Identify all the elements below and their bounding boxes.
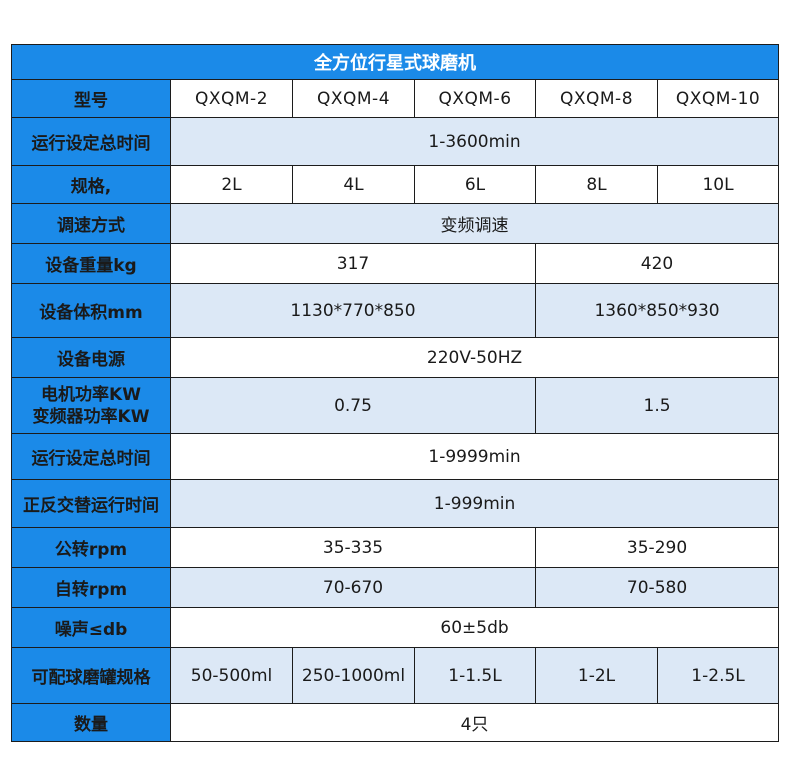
label-quantity: 数量 bbox=[11, 703, 171, 742]
value-speed-mode: 变频调速 bbox=[169, 203, 780, 244]
spec-table: 全方位行星式球磨机 型号 QXQM-2 QXQM-4 QXQM-6 QXQM-8… bbox=[10, 44, 780, 742]
volume-2: 1360*850*930 bbox=[534, 283, 780, 338]
jar-spec-4: 1-2L bbox=[535, 647, 658, 704]
row-spec: 规格, 2L 4L 6L 8L 10L bbox=[11, 165, 780, 204]
value-quantity: 4只 bbox=[169, 703, 780, 742]
label-spec: 规格, bbox=[11, 165, 171, 204]
model-1: QXQM-2 bbox=[170, 79, 293, 118]
label-alt-time: 正反交替运行时间 bbox=[11, 479, 171, 528]
motor-1: 0.75 bbox=[170, 377, 536, 434]
value-power: 220V-50HZ bbox=[169, 337, 780, 378]
label-jar-spec: 可配球磨罐规格 bbox=[11, 647, 171, 704]
jar-spec-1: 50-500ml bbox=[170, 647, 293, 704]
row-rotation: 自转rpm 70-670 70-580 bbox=[11, 567, 780, 608]
spec-2: 4L bbox=[292, 165, 415, 204]
row-run-time-1: 运行设定总时间 1-3600min bbox=[11, 117, 780, 166]
label-motor-line1: 电机功率KW bbox=[41, 384, 141, 405]
jar-spec-3: 1-1.5L bbox=[414, 647, 536, 704]
row-revolution: 公转rpm 35-335 35-290 bbox=[11, 527, 780, 568]
row-weight: 设备重量kg 317 420 bbox=[11, 243, 780, 284]
row-volume: 设备体积mm 1130*770*850 1360*850*930 bbox=[11, 283, 780, 338]
row-jar-spec: 可配球磨罐规格 50-500ml 250-1000ml 1-1.5L 1-2L … bbox=[11, 647, 780, 704]
label-noise: 噪声≤db bbox=[11, 607, 171, 648]
model-5: QXQM-10 bbox=[656, 79, 780, 118]
revolution-1: 35-335 bbox=[170, 527, 536, 568]
rotation-1: 70-670 bbox=[170, 567, 536, 608]
table-title: 全方位行星式球磨机 bbox=[10, 44, 780, 80]
weight-2: 420 bbox=[534, 243, 780, 284]
spec-4: 8L bbox=[535, 165, 658, 204]
row-motor: 电机功率KW 变频器功率KW 0.75 1.5 bbox=[11, 377, 780, 434]
model-2: QXQM-4 bbox=[292, 79, 415, 118]
label-revolution: 公转rpm bbox=[11, 527, 171, 568]
row-model: 型号 QXQM-2 QXQM-4 QXQM-6 QXQM-8 QXQM-10 bbox=[11, 79, 780, 118]
revolution-2: 35-290 bbox=[534, 527, 780, 568]
row-speed-mode: 调速方式 变频调速 bbox=[11, 203, 780, 244]
row-alt-time: 正反交替运行时间 1-999min bbox=[11, 479, 780, 528]
volume-1: 1130*770*850 bbox=[170, 283, 536, 338]
label-power: 设备电源 bbox=[11, 337, 171, 378]
label-model: 型号 bbox=[11, 79, 171, 118]
spec-3: 6L bbox=[414, 165, 536, 204]
title-row: 全方位行星式球磨机 bbox=[10, 44, 780, 80]
jar-spec-5: 1-2.5L bbox=[656, 647, 780, 704]
weight-1: 317 bbox=[170, 243, 536, 284]
spec-5: 10L bbox=[656, 165, 780, 204]
label-weight: 设备重量kg bbox=[11, 243, 171, 284]
label-motor: 电机功率KW 变频器功率KW bbox=[11, 377, 171, 434]
label-run-time-1: 运行设定总时间 bbox=[11, 117, 171, 166]
row-power: 设备电源 220V-50HZ bbox=[11, 337, 780, 378]
value-noise: 60±5db bbox=[169, 607, 780, 648]
spec-1: 2L bbox=[170, 165, 293, 204]
row-noise: 噪声≤db 60±5db bbox=[11, 607, 780, 648]
label-speed-mode: 调速方式 bbox=[11, 203, 171, 244]
label-volume: 设备体积mm bbox=[11, 283, 171, 338]
row-quantity: 数量 4只 bbox=[11, 703, 780, 742]
motor-2: 1.5 bbox=[534, 377, 780, 434]
model-4: QXQM-8 bbox=[535, 79, 658, 118]
value-alt-time: 1-999min bbox=[169, 479, 780, 528]
model-3: QXQM-6 bbox=[414, 79, 536, 118]
rotation-2: 70-580 bbox=[534, 567, 780, 608]
value-run-time-2: 1-9999min bbox=[169, 433, 780, 480]
value-run-time-1: 1-3600min bbox=[169, 117, 780, 166]
jar-spec-2: 250-1000ml bbox=[292, 647, 415, 704]
label-motor-line2: 变频器功率KW bbox=[32, 406, 150, 427]
label-rotation: 自转rpm bbox=[11, 567, 171, 608]
label-run-time-2: 运行设定总时间 bbox=[11, 433, 171, 480]
row-run-time-2: 运行设定总时间 1-9999min bbox=[11, 433, 780, 480]
